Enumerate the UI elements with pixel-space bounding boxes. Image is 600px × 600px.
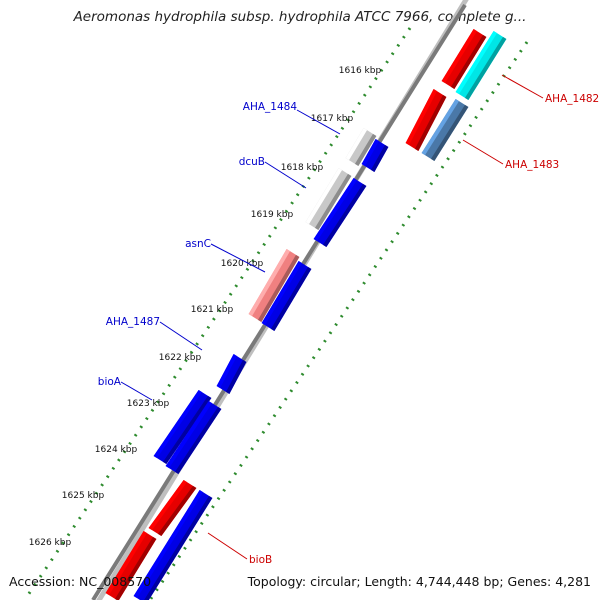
- gene-inner-blue-5-body: [133, 490, 213, 600]
- gene-inner-blue-1-highlight: [361, 139, 380, 167]
- kbp-tick-label: 1626 kbp: [29, 538, 72, 548]
- kbp-tick-label: 1616 kbp: [339, 66, 382, 76]
- gene-inner-blue-2-shadow: [322, 183, 367, 247]
- gene-inner-blue-2-body: [313, 178, 367, 247]
- gene-inner-blue-5[interactable]: [133, 490, 213, 600]
- gene-inner-blue-3-highlight: [261, 261, 303, 326]
- gene-label-dcub-leader: [264, 161, 307, 189]
- kbp-tick-label: 1619 kbp: [251, 210, 294, 220]
- gene-label-asnc[interactable]: asnC: [185, 238, 211, 250]
- gene-outer-red-2-body: [105, 531, 157, 600]
- gene-ahA1482-cyan[interactable]: [455, 31, 507, 100]
- gene-ahA1484-gray-shadow: [354, 133, 377, 166]
- gene-outer-red-2-highlight: [105, 531, 148, 596]
- gene-inner-blue-3[interactable]: [261, 261, 312, 331]
- gene-ahA1483-steel[interactable]: [421, 99, 469, 161]
- gene-ahA1484-gray[interactable]: [345, 128, 377, 166]
- gene-asnc-pink-shadow: [257, 254, 300, 322]
- gene-ahA1484-gray-body: [345, 128, 377, 166]
- gene-label-aha1487-leader: [159, 321, 203, 351]
- gene-label-biob-leader: [207, 532, 248, 560]
- gene-ahA1482-red-shadow: [450, 34, 487, 89]
- gene-outer-red-1-body: [148, 480, 197, 536]
- gene-ahA1483-red-body: [405, 89, 447, 151]
- gene-ahA1482-cyan-body: [455, 31, 507, 100]
- gene-inner-blue-4-body: [165, 401, 222, 474]
- gene-outer-red-2[interactable]: [105, 531, 157, 600]
- gene-inner-blue-1-shadow: [370, 144, 389, 172]
- gene-inner-blue-2-highlight: [313, 178, 358, 242]
- gene-label-aha1482[interactable]: AHA_1482: [545, 93, 599, 105]
- gene-biob-outer-blue-body: [153, 390, 212, 464]
- gene-ahA1482-red-body: [441, 29, 487, 89]
- kbp-tick-label: 1621 kbp: [191, 305, 234, 315]
- gene-ahA1483-steel-highlight: [421, 99, 460, 156]
- gene-inner-blue-2[interactable]: [313, 178, 367, 247]
- gene-inner-blue-5-shadow: [144, 495, 213, 600]
- gene-outer-red-2-shadow: [114, 536, 157, 600]
- gene-label-bioa-leader: [120, 381, 153, 401]
- gene-ahA1483-steel-shadow: [430, 104, 469, 161]
- gene-outer-red-1-highlight: [148, 480, 188, 531]
- gene-label-aha1483-leader: [462, 139, 504, 165]
- gene-dcub-gray[interactable]: [305, 168, 352, 230]
- gene-ahA1482-cyan-highlight: [455, 31, 498, 95]
- topology-summary: Topology: circular; Length: 4,744,448 bp…: [247, 574, 591, 589]
- map-title: Aeromonas hydrophila subsp. hydrophila A…: [73, 9, 527, 25]
- gene-inner-blue-4[interactable]: [165, 401, 222, 474]
- kbp-tick-label: 1625 kbp: [62, 491, 105, 501]
- gene-label-aha1484-leader: [296, 109, 341, 135]
- gene-label-bioa[interactable]: bioA: [98, 376, 122, 388]
- gene-asnc-pink-body: [248, 249, 300, 322]
- kbp-tick-label: 1617 kbp: [311, 114, 354, 124]
- gene-biob-outer-blue-highlight: [153, 390, 203, 459]
- gene-outer-red-1-shadow: [157, 485, 197, 536]
- gene-outer-blue-1-body: [216, 354, 247, 394]
- gene-inner-blue-1-body: [361, 139, 389, 172]
- kbp-tick-label: 1624 kbp: [95, 445, 138, 455]
- accession-text: Accession: NC_008570: [9, 574, 152, 589]
- kbp-tick-label: 1618 kbp: [281, 163, 324, 173]
- gene-ahA1483-red-highlight: [405, 89, 438, 146]
- gene-inner-blue-3-shadow: [270, 266, 312, 331]
- gene-inner-blue-4-shadow: [174, 406, 222, 474]
- gene-dcub-gray-body: [305, 168, 352, 230]
- gene-outer-blue-1-highlight: [216, 354, 238, 389]
- gene-inner-blue-3-body: [261, 261, 312, 331]
- gene-asnc-pink[interactable]: [248, 249, 300, 322]
- gene-asnc-pink-highlight: [248, 249, 291, 317]
- gene-inner-blue-5-highlight: [133, 490, 204, 599]
- gene-inner-blue-4-highlight: [165, 401, 213, 469]
- gene-dcub-gray-highlight: [305, 168, 343, 225]
- kbp-tick-label: 1622 kbp: [159, 353, 202, 363]
- gene-outer-blue-1-shadow: [225, 359, 247, 394]
- gene-label-aha1487[interactable]: AHA_1487: [106, 316, 160, 328]
- tick-line-left: [26, 27, 412, 596]
- kbp-tick-label: 1623 kbp: [127, 399, 170, 409]
- gene-label-aha1482-leader: [501, 74, 544, 99]
- gene-ahA1482-red[interactable]: [441, 29, 487, 89]
- gene-dcub-gray-shadow: [314, 173, 352, 230]
- gene-ahA1483-steel-body: [421, 99, 469, 161]
- gene-biob-outer-blue[interactable]: [153, 390, 212, 464]
- gene-ahA1483-red[interactable]: [405, 89, 447, 151]
- gene-label-aha1484[interactable]: AHA_1484: [243, 101, 298, 113]
- gene-inner-blue-1[interactable]: [361, 139, 389, 172]
- gene-label-aha1483[interactable]: AHA_1483: [505, 159, 559, 171]
- gene-ahA1482-red-highlight: [441, 29, 478, 84]
- gene-outer-blue-1[interactable]: [216, 354, 247, 394]
- gene-ahA1483-red-shadow: [414, 94, 447, 151]
- gene-label-asnc-leader: [210, 243, 266, 273]
- tick-line-right: [148, 41, 529, 600]
- gene-biob-outer-blue-shadow: [162, 395, 212, 464]
- kbp-tick-label: 1620 kbp: [221, 259, 264, 269]
- gene-label-biob[interactable]: bioB: [249, 554, 272, 566]
- gene-outer-red-1[interactable]: [148, 480, 197, 536]
- gene-ahA1484-gray-highlight: [345, 128, 368, 161]
- gene-ahA1482-cyan-shadow: [464, 36, 507, 100]
- gene-label-dcub[interactable]: dcuB: [239, 156, 265, 168]
